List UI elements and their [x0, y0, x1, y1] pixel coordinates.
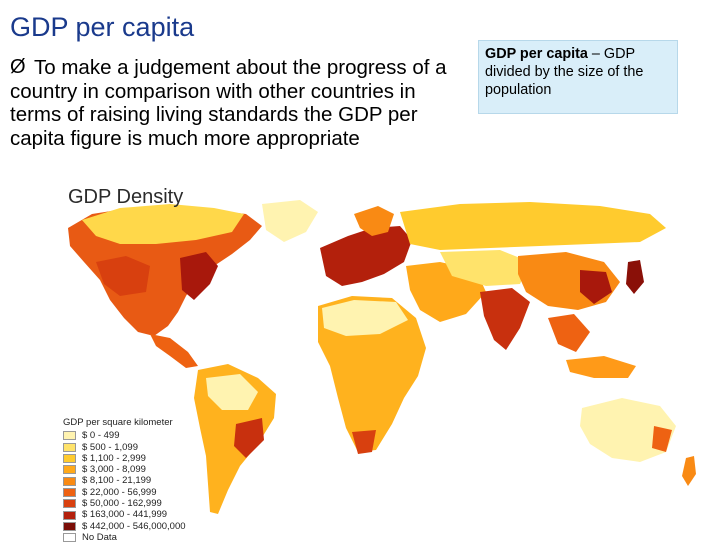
legend-item: $ 3,000 - 8,099 [63, 464, 223, 475]
legend-label: $ 0 - 499 [82, 430, 120, 442]
legend-item: $ 22,000 - 56,999 [63, 487, 223, 498]
legend-item: $ 50,000 - 162,999 [63, 498, 223, 509]
us-west [96, 256, 150, 296]
legend-swatch [63, 454, 76, 464]
us-east-dense [180, 252, 218, 300]
bullet-point: Ø To make a judgement about the progress… [10, 56, 472, 150]
legend-label: $ 50,000 - 162,999 [82, 498, 162, 510]
greenland [262, 200, 318, 242]
canada-north [82, 204, 244, 244]
legend-swatch [63, 521, 76, 531]
legend-item: $ 442,000 - 546,000,000 [63, 521, 223, 532]
map-legend: GDP per square kilometer $ 0 - 499 $ 500 … [63, 417, 223, 543]
bullet-arrow-icon: Ø [10, 56, 26, 78]
scandinavia [354, 206, 394, 236]
legend-swatch [63, 431, 76, 441]
legend-label: $ 500 - 1,099 [82, 441, 138, 453]
definition-term: GDP per capita [485, 46, 588, 62]
australia [580, 398, 676, 462]
legend-label: $ 22,000 - 56,999 [82, 486, 157, 498]
southeast-asia [548, 314, 590, 352]
brazil-southeast [234, 418, 264, 458]
legend-swatch [63, 487, 76, 497]
legend-label: $ 163,000 - 441,999 [82, 509, 168, 521]
legend-swatch [63, 499, 76, 509]
amazon [206, 374, 258, 410]
sahara [322, 300, 408, 336]
legend-label: $ 1,100 - 2,999 [82, 452, 146, 464]
legend-swatch [63, 510, 76, 520]
legend-swatch [63, 442, 76, 452]
legend-item: $ 0 - 499 [63, 430, 223, 441]
india [480, 288, 530, 350]
map-title: GDP Density [68, 186, 184, 208]
legend-label: $ 8,100 - 21,199 [82, 475, 152, 487]
south-africa [352, 430, 376, 454]
legend-label: $ 442,000 - 546,000,000 [82, 520, 186, 532]
australia-east-coast [652, 426, 672, 452]
europe [320, 226, 412, 286]
legend-label: $ 3,000 - 8,099 [82, 464, 146, 476]
legend-swatch [63, 465, 76, 475]
legend-item: No Data [63, 532, 223, 543]
japan [626, 260, 644, 294]
russia [400, 202, 666, 250]
indonesia [566, 356, 636, 378]
definition-text: GDP divided by the size of the populatio… [485, 46, 644, 98]
slide-title: GDP per capita [10, 12, 195, 42]
legend-swatch [63, 533, 76, 543]
central-america [150, 334, 198, 368]
central-asia [440, 250, 530, 286]
legend-title: GDP per square kilometer [63, 417, 173, 428]
definition-box: GDP per capita – GDP divided by the size… [478, 40, 678, 114]
legend-item: $ 8,100 - 21,199 [63, 475, 223, 486]
new-zealand [682, 456, 696, 486]
legend-label: No Data [82, 531, 117, 543]
legend-item: $ 1,100 - 2,999 [63, 453, 223, 464]
legend-item: $ 163,000 - 441,999 [63, 509, 223, 520]
legend-item: $ 500 - 1,099 [63, 442, 223, 453]
china-east-dense [580, 270, 612, 304]
definition-separator: – [587, 46, 604, 62]
legend-swatch [63, 476, 76, 486]
bullet-text: To make a judgement about the progress o… [10, 56, 447, 150]
